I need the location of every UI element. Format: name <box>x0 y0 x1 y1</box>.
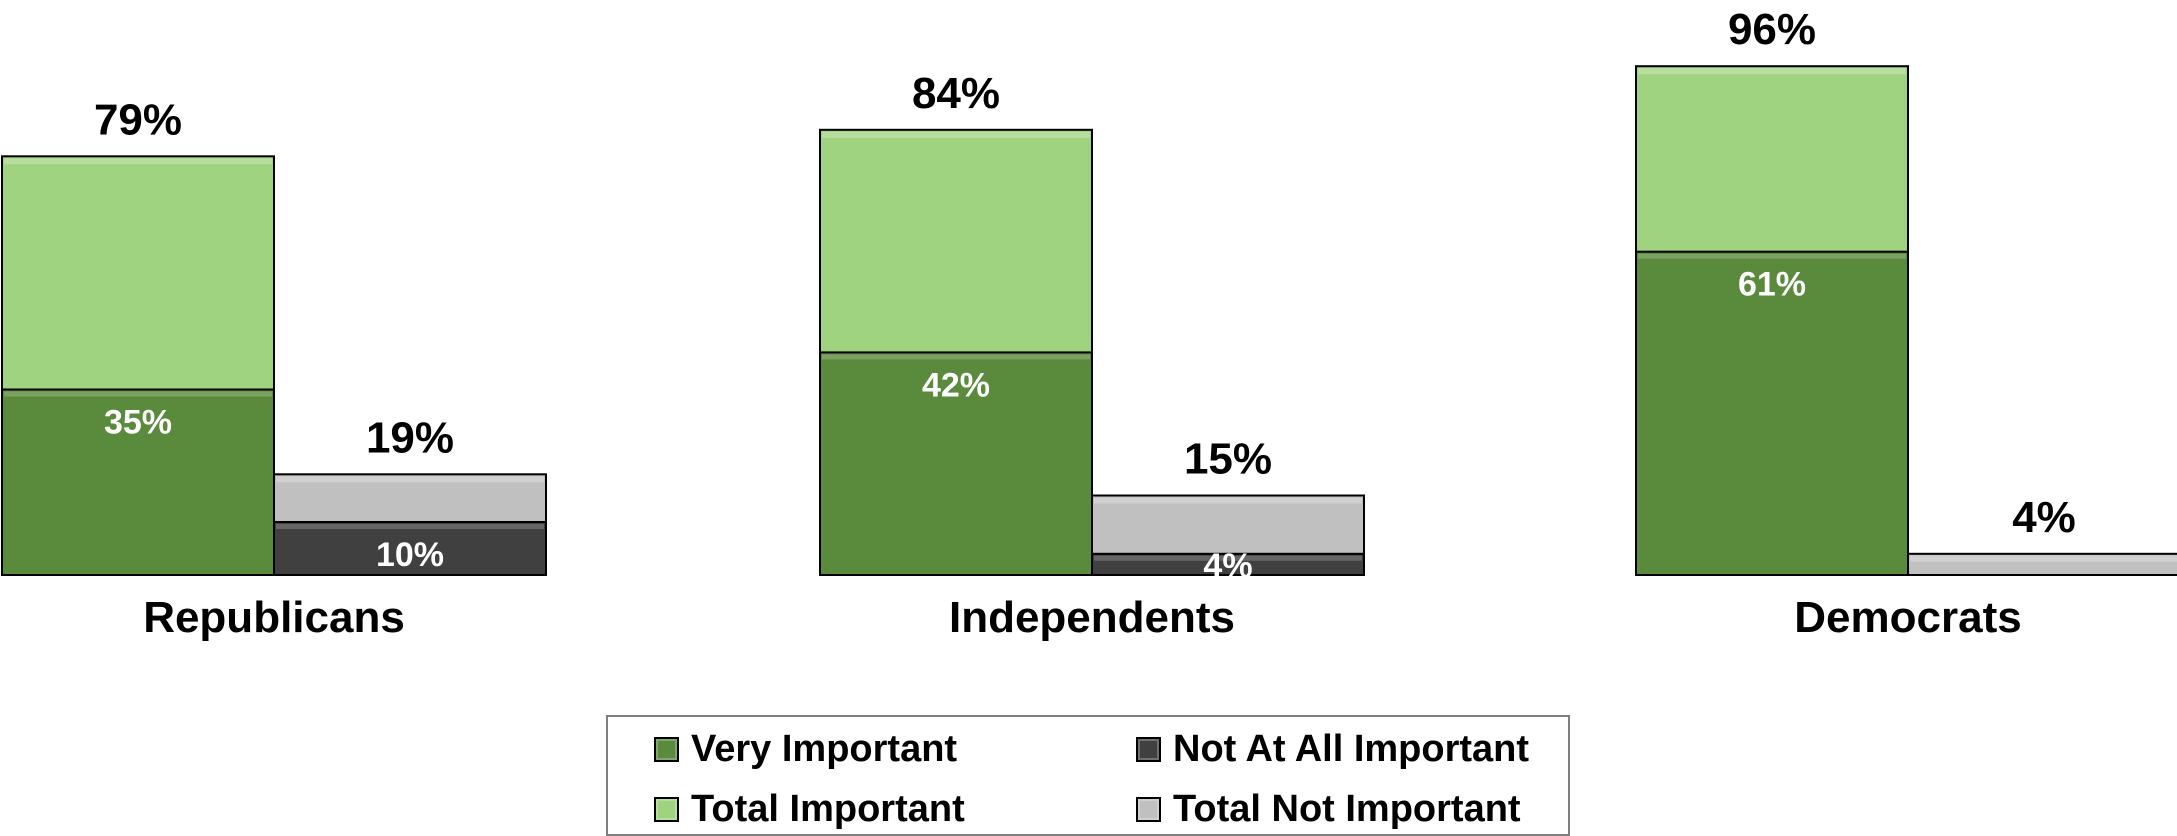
bar-democrats-total-not-important <box>1907 552 2177 576</box>
legend-item-total-not-important: Total Not Important <box>1136 787 1521 831</box>
legend-label: Total Not Important <box>1173 787 1521 830</box>
value-label-republicans-total-important: 79% <box>94 95 182 144</box>
bar-highlight-republicans-very-important <box>4 391 272 397</box>
legend-swatch-not-at-all-important <box>1136 736 1161 762</box>
legend-swatch-total-important <box>654 796 679 822</box>
bar-republicans-not-at-all-important <box>273 521 547 576</box>
legend-label: Total Important <box>691 787 965 830</box>
legend-item-very-important: Very Important <box>654 727 957 771</box>
category-label-republicans: Republicans <box>143 593 405 642</box>
category-label-independents: Independents <box>949 593 1235 642</box>
legend-swatch-total-not-important <box>1136 796 1161 822</box>
bar-highlight-republicans-total-important <box>4 158 272 165</box>
bar-highlight-independents-very-important <box>822 354 1090 360</box>
bar-chart: 79% 35% 19% 10% Republicans 84% 42% 15% 4% Indepe… <box>1 5 2177 642</box>
bar-highlight-republicans-not-at-all-important <box>276 524 544 529</box>
legend-swatch-very-important <box>654 736 679 762</box>
value-label-independents-total-not-important: 15% <box>1184 435 1272 484</box>
bar-highlight-democrats-total-important <box>1638 68 1906 75</box>
bar-highlight-democrats-very-important <box>1638 253 1906 259</box>
legend-item-total-important: Total Important <box>654 787 965 831</box>
chart-legend: Very Important Not At All Important Tota… <box>606 715 1570 836</box>
category-label-democrats: Democrats <box>1794 593 2021 642</box>
bar-highlight-independents-total-important <box>822 131 1090 138</box>
value-label-independents-total-important: 84% <box>912 69 1000 118</box>
value-label-democrats-total-not-important: 4% <box>2012 493 2076 542</box>
legend-item-not-at-all-important: Not At All Important <box>1136 727 1529 771</box>
value-label-independents-very-important: 42% <box>922 366 990 404</box>
value-label-democrats-very-important: 61% <box>1738 266 1806 304</box>
legend-label: Not At All Important <box>1173 727 1530 770</box>
value-label-republicans-not-at-all-important: 10% <box>376 536 444 574</box>
bar-highlight-independents-not-at-all-important <box>1094 555 1362 561</box>
value-label-democrats-total-important: 96% <box>1728 5 1816 54</box>
bar-democrats-very-important <box>1635 250 1909 576</box>
value-label-republicans-very-important: 35% <box>104 404 172 442</box>
value-label-republicans-total-not-important: 19% <box>366 413 454 462</box>
value-label-independents-not-at-all-important: 4% <box>1203 547 1252 585</box>
bar-highlight-republicans-total-not-important <box>276 476 544 483</box>
bar-highlight-independents-total-not-important <box>1094 497 1362 504</box>
bar-highlight-democrats-total-not-important <box>1910 555 2177 562</box>
legend-label: Very Important <box>691 727 958 770</box>
bar-independents-not-at-all-important <box>1091 552 1365 576</box>
bar-independents-very-important <box>819 351 1093 576</box>
bar-republicans-very-important <box>1 388 275 576</box>
